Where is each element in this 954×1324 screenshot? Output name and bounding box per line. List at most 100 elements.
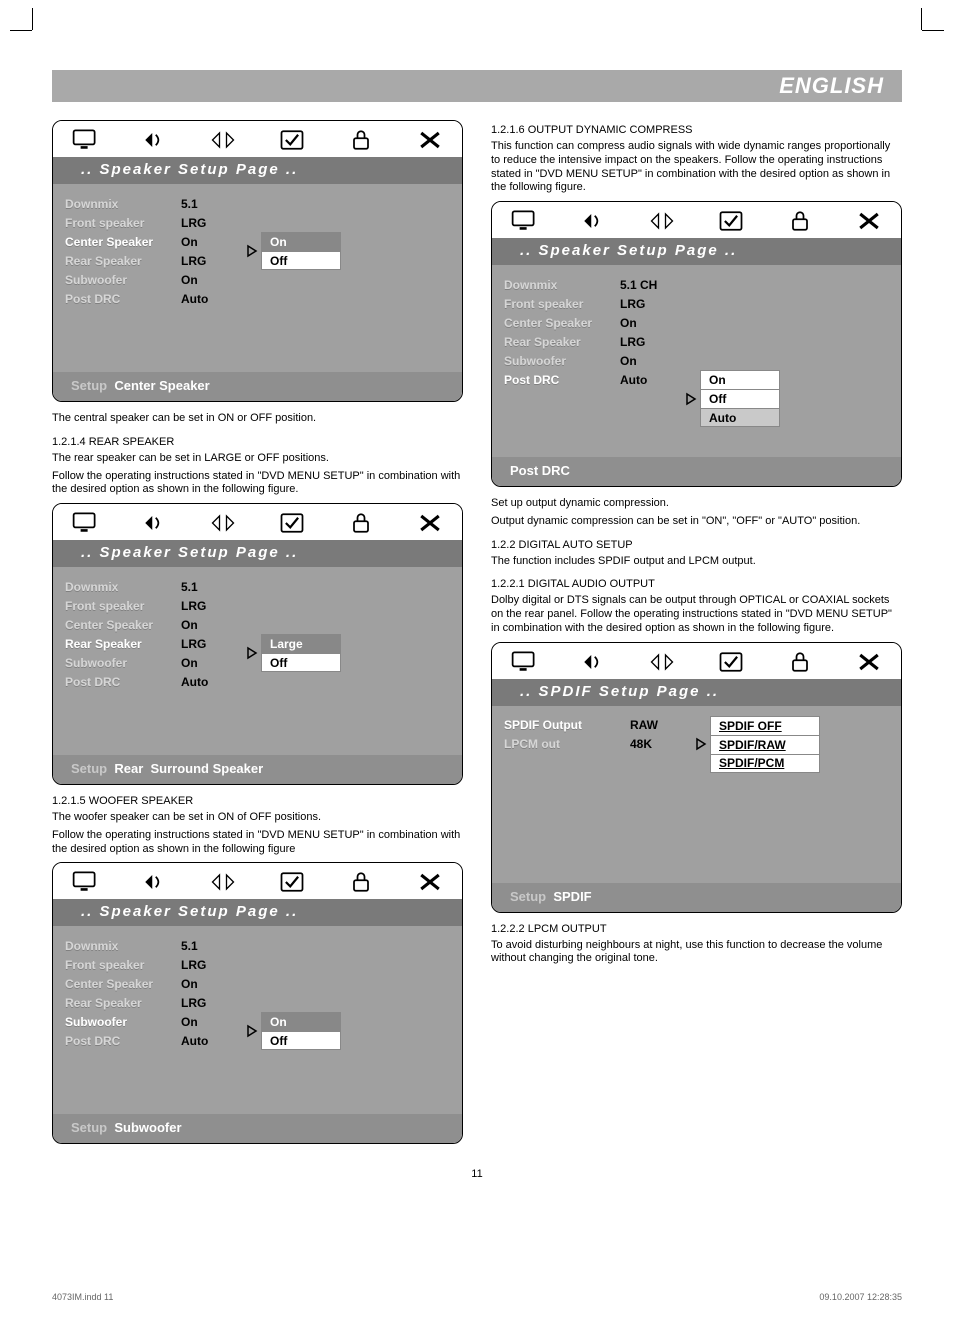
icon-strip [53,863,462,899]
icon-strip [492,643,901,679]
lbl-rear: Rear Speaker [63,254,181,268]
text-woofer1: The woofer speaker can be set in ON of O… [52,811,463,825]
sub-auto[interactable]: Auto [700,408,780,427]
text-lpcm: To avoid disturbing neighbours at night,… [491,939,902,967]
lock-icon [786,208,814,234]
lbl-sub: Subwoofer [63,273,181,287]
text-set2: Output dynamic compression can be set in… [491,515,902,529]
imprint: 4073IM.indd 11 09.10.2007 12:28:35 [52,1292,902,1302]
submenu-spdif[interactable]: SPDIF OFF SPDIF/RAW SPDIF/PCM [710,716,820,773]
panel-footer: Setup Center Speaker [53,372,462,401]
panel-title: .. Speaker Setup Page .. [53,540,462,567]
sub-spdif-pcm[interactable]: SPDIF/PCM [710,754,820,773]
check-icon [278,869,306,895]
monitor-icon [71,510,99,536]
panel-spdif: .. SPDIF Setup Page .. SPDIF OutputRAW L… [491,642,902,913]
lbl-lpcm-out: LPCM out [502,737,630,751]
panel-title: .. SPDIF Setup Page .. [492,679,901,706]
sub-spdif-off[interactable]: SPDIF OFF [710,716,820,735]
lock-icon [347,127,375,153]
lock-icon [786,649,814,675]
lbl-rear-hl[interactable]: Rear Speaker [63,637,181,651]
lbl-spdif-out[interactable]: SPDIF Output [502,718,630,732]
close-icon [416,127,444,153]
speaker-icon [140,869,168,895]
check-icon [717,649,745,675]
submenu-post[interactable]: On Off Auto [700,370,780,427]
sub-large[interactable]: Large [261,634,341,653]
heading-rear: 1.2.1.4 REAR SPEAKER [52,436,463,448]
text-set1: Set up output dynamic compression. [491,497,902,511]
lock-icon [347,510,375,536]
panel-post-drc: .. Speaker Setup Page .. Downmix5.1 CH F… [491,201,902,487]
panel-title: .. Speaker Setup Page .. [53,157,462,184]
text-odc: This function can compress audio signals… [491,140,902,195]
speaker-icon [579,208,607,234]
speaker-icon [140,510,168,536]
sub-off[interactable]: Off [261,1031,341,1050]
lbl-post: Post DRC [63,292,181,306]
sub-on[interactable]: On [261,1012,341,1031]
sub-on[interactable]: On [261,232,341,251]
panel-footer: Post DRC [492,457,901,486]
panel-footer: Setup Subwoofer [53,1114,462,1143]
sub-off[interactable]: Off [261,251,341,270]
sub-on[interactable]: On [700,370,780,389]
heading-woofer: 1.2.1.5 WOOFER SPEAKER [52,795,463,807]
dolby-icon [648,208,676,234]
lbl-sub-hl[interactable]: Subwoofer [63,1015,181,1029]
header-title: ENGLISH [779,73,884,99]
panel-title: .. Speaker Setup Page .. [492,238,901,265]
panel-subwoofer: .. Speaker Setup Page .. Downmix5.1 Fron… [52,862,463,1144]
panel-footer: Setup Rear Surround Speaker [53,755,462,784]
monitor-icon [510,649,538,675]
arrow-right-icon [694,737,708,751]
submenu-rear[interactable]: Large Off [261,634,341,672]
check-icon [278,510,306,536]
lbl-center[interactable]: Center Speaker [63,235,181,249]
dolby-icon [648,649,676,675]
heading-lpcm: 1.2.2.2 LPCM OUTPUT [491,923,902,935]
panel-title: .. Speaker Setup Page .. [53,899,462,926]
close-icon [416,510,444,536]
text-center-set: The central speaker can be set in ON or … [52,412,463,426]
lbl-front: Front speaker [63,216,181,230]
dolby-icon [209,869,237,895]
sub-off[interactable]: Off [700,389,780,408]
speaker-icon [140,127,168,153]
arrow-right-icon [245,646,259,660]
speaker-icon [579,649,607,675]
imprint-left: 4073IM.indd 11 [52,1292,113,1302]
arrow-right-icon [684,392,698,406]
close-icon [855,208,883,234]
imprint-right: 09.10.2007 12:28:35 [819,1292,902,1302]
text-das: The function includes SPDIF output and L… [491,555,902,569]
panel-rear-speaker: .. Speaker Setup Page .. Downmix5.1 Fron… [52,503,463,785]
submenu-sub[interactable]: On Off [261,1012,341,1050]
monitor-icon [510,208,538,234]
monitor-icon [71,869,99,895]
lbl-downmix: Downmix [63,197,181,211]
lbl-post-hl[interactable]: Post DRC [502,373,620,387]
submenu-center[interactable]: On Off [261,232,341,270]
text-dao: Dolby digital or DTS signals can be outp… [491,594,902,635]
page-number: 11 [52,1168,902,1180]
text-rear1: The rear speaker can be set in LARGE or … [52,452,463,466]
arrow-right-icon [245,244,259,258]
sub-off[interactable]: Off [261,653,341,672]
icon-strip [53,121,462,157]
lock-icon [347,869,375,895]
check-icon [717,208,745,234]
icon-strip [492,202,901,238]
close-icon [855,649,883,675]
sub-spdif-raw[interactable]: SPDIF/RAW [710,735,820,754]
arrow-right-icon [245,1024,259,1038]
panel-center-speaker: .. Speaker Setup Page .. Downmix5.1 Fron… [52,120,463,402]
dolby-icon [209,510,237,536]
left-column: .. Speaker Setup Page .. Downmix5.1 Fron… [52,114,463,1154]
heading-odc: 1.2.1.6 OUTPUT DYNAMIC COMPRESS [491,124,902,136]
text-rear2: Follow the operating instructions stated… [52,470,463,498]
heading-dao: 1.2.2.1 DIGITAL AUDIO OUTPUT [491,578,902,590]
text-woofer2: Follow the operating instructions stated… [52,829,463,857]
icon-strip [53,504,462,540]
